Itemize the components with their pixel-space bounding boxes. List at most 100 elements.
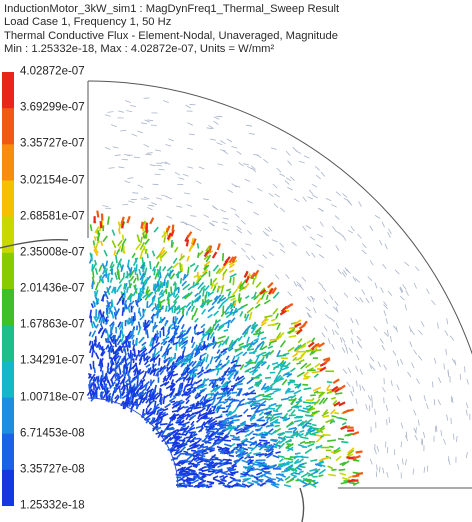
flux-vector [173,289,177,295]
flux-vector [94,383,98,390]
flux-vector [151,306,156,312]
hatch-stroke [341,337,346,343]
flux-vector [230,297,236,302]
hatch-stroke [155,162,163,164]
hatch-stroke [437,322,439,329]
flux-vector [114,394,119,400]
flux-vector [198,340,204,346]
flux-vector [256,379,262,384]
hatch-stroke [117,110,124,113]
flux-vector [237,335,243,342]
hatch-stroke [176,205,183,208]
flux-vector [135,354,139,361]
hatch-stroke [381,221,385,228]
flux-vector [142,281,145,290]
flux-vector [270,382,275,387]
hatch-stroke [250,165,256,171]
flux-vector [245,367,252,372]
hatch-stroke [335,306,339,313]
flux-vector [302,401,312,404]
flux-vector [199,355,202,361]
flux-vector [165,288,168,295]
flux-vector [240,422,247,427]
hatch-stroke [301,276,307,282]
hotspot-vector [96,210,100,218]
hatch-stroke [413,409,417,416]
flux-vector [127,352,131,359]
hatch-stroke [400,441,403,448]
flux-vector [153,268,156,276]
hatch-stroke [241,247,246,253]
flux-vector [228,373,233,381]
flux-vector [246,458,252,463]
flux-vector [138,269,142,276]
flux-vector [208,369,214,373]
flux-vector [259,439,268,442]
hatch-stroke [280,248,286,254]
hotspot-vector [317,342,325,348]
flux-vector [285,444,290,449]
legend-color-band [2,433,14,471]
flux-vector [105,329,110,338]
hatch-stroke [433,399,436,406]
hotspot-vector [244,276,250,284]
flux-vector [88,331,92,337]
flux-vector [295,432,301,438]
flux-vector [240,437,248,443]
hatch-stroke [230,207,237,211]
flux-vector [196,383,204,388]
hatch-stroke [222,150,229,155]
hatch-stroke [298,160,305,164]
flux-vector [248,385,254,390]
flux-vector [157,282,163,290]
flux-vector [177,338,181,343]
flux-vector [253,369,259,374]
hatch-stroke [361,243,367,249]
flux-vector [99,366,103,372]
flux-vector [147,291,154,298]
flux-vector [232,276,235,286]
hatch-stroke [108,167,115,169]
flux-vector [149,358,155,363]
hatch-stroke [114,154,121,157]
hotspot-vector [352,474,360,478]
flux-vector [135,243,142,251]
legend-label: 3.69299e-07 [20,101,85,114]
flux-vector [266,416,272,422]
flux-vector [128,363,132,373]
hatch-stroke [251,167,257,173]
flux-vector [127,294,133,301]
hatch-stroke [287,187,293,191]
flux-vector [256,360,262,365]
hatch-stroke [321,332,326,338]
hatch-stroke [231,240,237,245]
flux-vector [229,273,237,278]
flux-vector [178,483,188,488]
flux-vector [109,362,114,370]
flux-vector [182,283,191,291]
flux-vector [226,410,231,416]
flux-vector [194,331,200,335]
hatch-stroke [453,433,455,440]
flux-vector [247,481,254,485]
hatch-stroke [438,377,442,384]
flux-vector [238,297,242,304]
flux-vector [139,261,146,269]
hatch-stroke [386,471,389,478]
hatch-stroke [312,194,318,199]
flux-vector [170,382,175,389]
hatch-stroke [140,198,147,200]
legend-color-band [2,397,14,435]
flux-vector [290,432,299,438]
flux-vector [205,329,211,334]
flux-vector [226,392,232,398]
adjacent-part-edge [299,487,305,522]
hatch-stroke [352,276,357,282]
flux-vector [299,436,309,440]
flux-vector [138,293,143,302]
hatch-stroke [146,119,154,122]
hatch-stroke [394,269,400,275]
flux-vector [138,357,143,366]
hatch-stroke [271,239,278,243]
